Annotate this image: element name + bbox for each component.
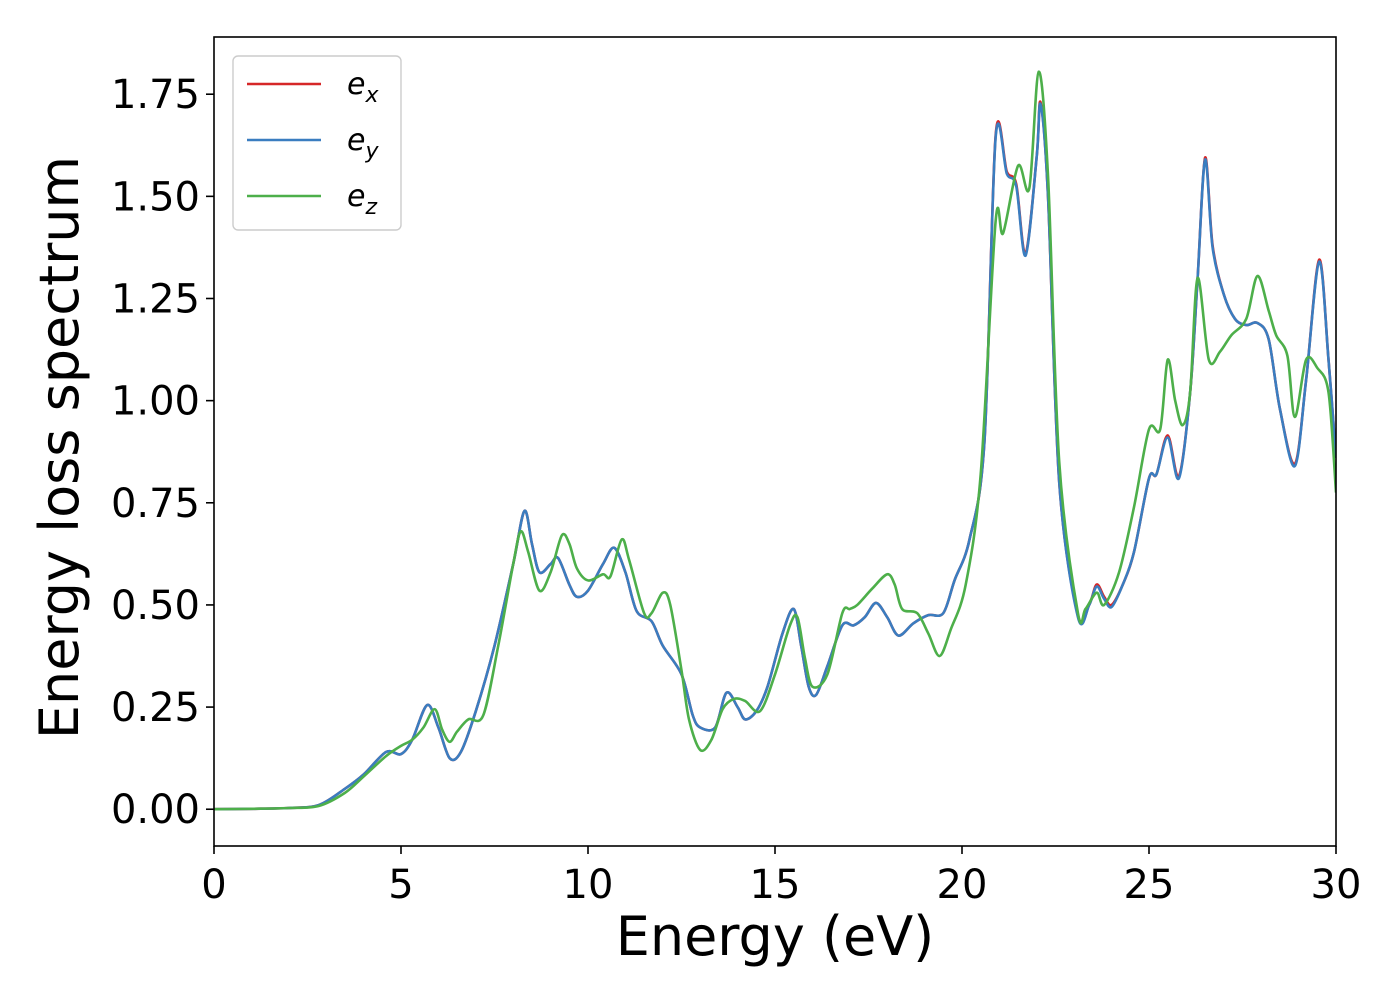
y-tick-label: 0.00: [111, 787, 200, 833]
legend-label-z: ez: [347, 179, 377, 220]
legend: ex ey ez: [232, 55, 402, 231]
series-line-z: [214, 70, 1336, 811]
x-tick-label: 30: [1311, 862, 1362, 908]
series-layer: [214, 70, 1336, 811]
y-axis: 0.00 0.25 0.50 0.75 1.00 1.25 1.50 1.75: [111, 72, 214, 833]
x-axis-label: Energy (eV): [616, 905, 935, 968]
y-tick-label: 0.75: [111, 481, 200, 527]
legend-label-y: ey: [347, 123, 379, 164]
y-tick-label: 1.00: [111, 379, 200, 425]
y-tick-label: 1.50: [111, 174, 200, 220]
x-tick-label: 10: [563, 862, 614, 908]
legend-label-x: ex: [347, 67, 379, 108]
x-axis: 0 5 10 15 20 25 30: [201, 846, 1361, 908]
y-tick-label: 0.50: [111, 583, 200, 629]
legend-box: [232, 55, 402, 231]
x-tick-label: 5: [388, 862, 413, 908]
x-tick-label: 15: [750, 862, 801, 908]
x-tick-label: 20: [937, 862, 988, 908]
y-axis-label: Energy loss spectrum: [28, 156, 91, 739]
y-tick-label: 1.25: [111, 276, 200, 322]
x-tick-label: 0: [201, 862, 226, 908]
y-tick-label: 1.75: [111, 72, 200, 118]
x-tick-label: 25: [1124, 862, 1175, 908]
y-tick-label: 0.25: [111, 685, 200, 731]
